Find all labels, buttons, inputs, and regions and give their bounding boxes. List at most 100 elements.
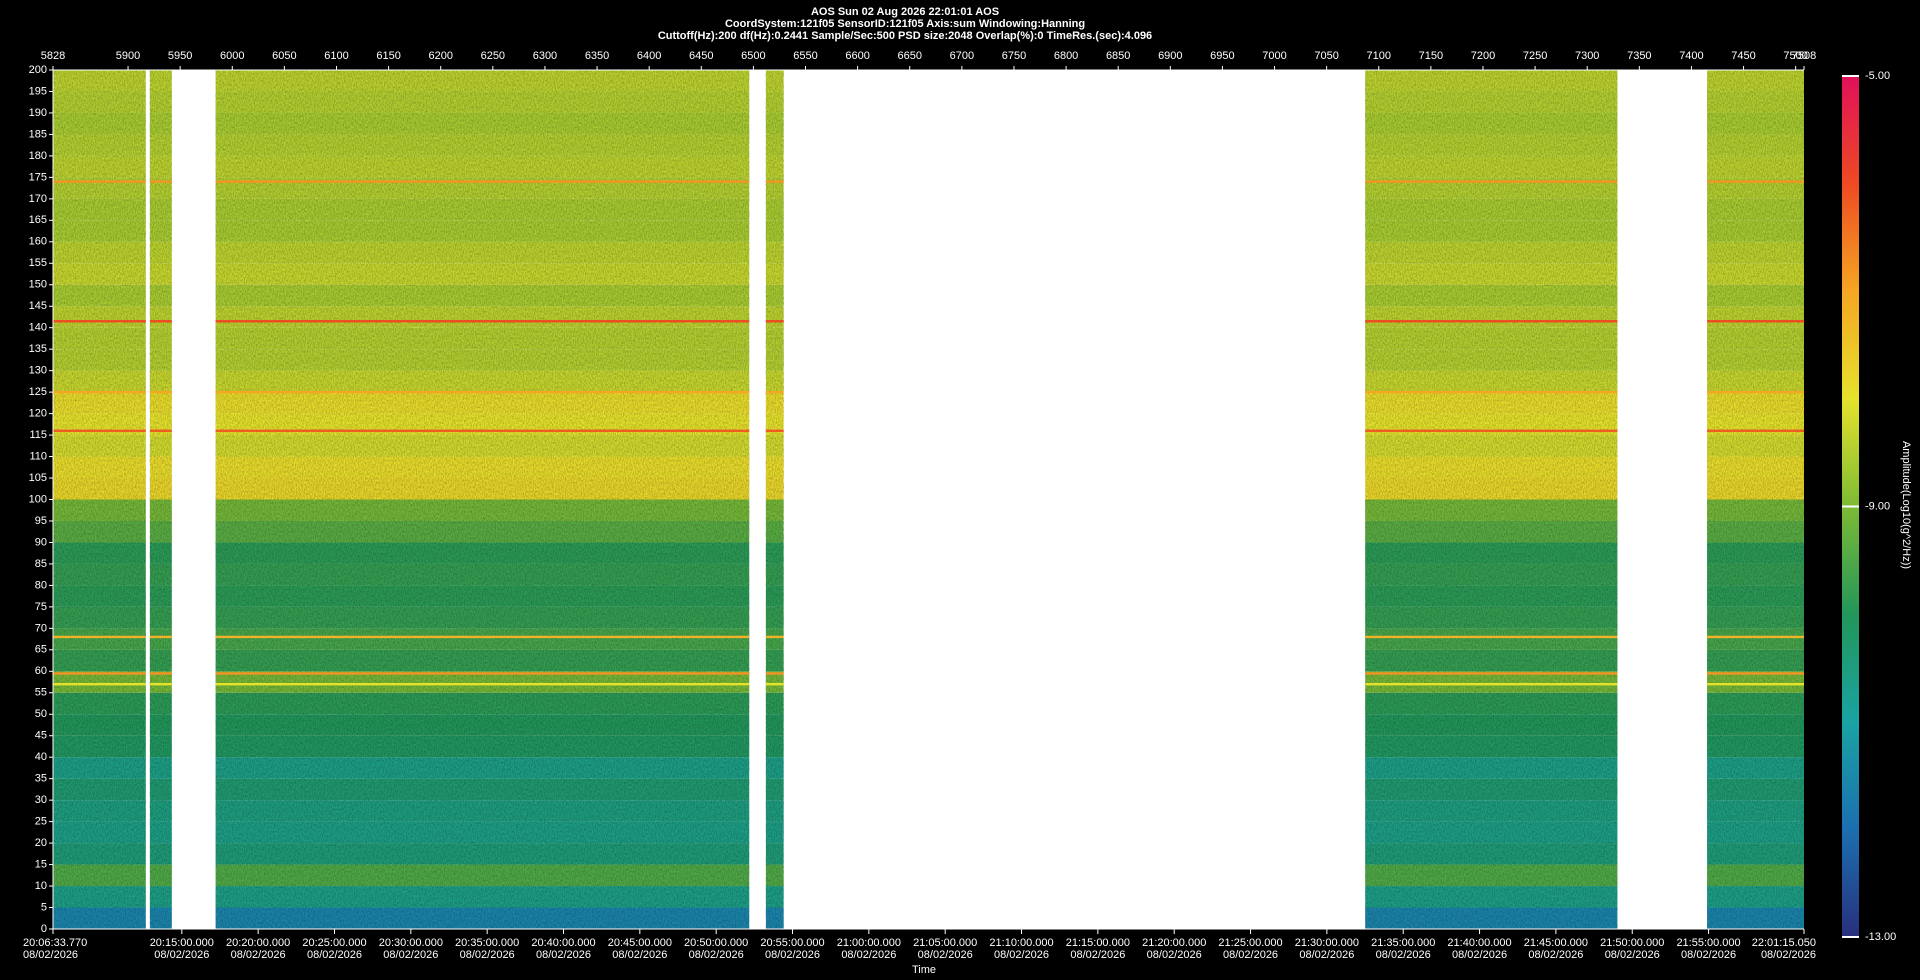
- y-tick-label: 150: [29, 279, 47, 291]
- x-axis-label: Time: [912, 964, 936, 976]
- x2-tick-date: 08/02/2026: [612, 949, 667, 961]
- x-tick-label: 6200: [428, 50, 452, 62]
- x2-tick-date: 08/02/2026: [307, 949, 362, 961]
- x2-tick-date: 08/02/2026: [154, 949, 209, 961]
- x-tick-label: 6500: [741, 50, 765, 62]
- tone-line: [1365, 682, 1618, 686]
- y-tick-label: 50: [35, 708, 47, 720]
- x-tick-label: 6050: [272, 50, 296, 62]
- y-tick-label: 195: [29, 85, 47, 97]
- x2-tick-date: 08/02/2026: [689, 949, 744, 961]
- x2-tick-label: 20:30:00.000: [379, 937, 443, 949]
- texture: [1707, 70, 1804, 929]
- x-tick-label: 7350: [1627, 50, 1651, 62]
- y-tick-label: 35: [35, 773, 47, 785]
- tone-line: [53, 682, 146, 686]
- x-tick-label: 5950: [168, 50, 192, 62]
- y-tick-label: 65: [35, 644, 47, 656]
- x2-tick-date: 08/02/2026: [1761, 949, 1816, 961]
- tone-line: [215, 180, 750, 183]
- x-tick-label: 6800: [1054, 50, 1078, 62]
- x2-tick-label: 21:00:00.000: [837, 937, 901, 949]
- x2-tick-date: 08/02/2026: [1528, 949, 1583, 961]
- x-tick-label: 6550: [793, 50, 817, 62]
- x-tick-label: 6100: [324, 50, 348, 62]
- tone-line: [1365, 635, 1618, 639]
- settings-line: Cuttoff(Hz):200 df(Hz):0.2441 Sample/Sec…: [658, 30, 1152, 42]
- x2-tick-date: 08/02/2026: [1299, 949, 1354, 961]
- x-tick-label: 7508: [1792, 50, 1816, 62]
- x-tick-label: 7050: [1314, 50, 1338, 62]
- x2-tick-label: 21:20:00.000: [1142, 937, 1206, 949]
- tone-line: [1365, 320, 1618, 323]
- tone-line: [765, 635, 784, 639]
- chart-title: AOS Sun 02 Aug 2026 22:01:01 AOS: [811, 6, 999, 18]
- y-tick-label: 185: [29, 128, 47, 140]
- tone-line: [1365, 429, 1618, 432]
- x2-tick-label: 20:35:00.000: [455, 937, 519, 949]
- y-tick-label: 180: [29, 150, 47, 162]
- x2-tick-date: 08/02/2026: [765, 949, 820, 961]
- colorbar-label: Amplitude(Log10(g^2/Hz)): [1900, 441, 1912, 569]
- x-tick-label: 7450: [1731, 50, 1755, 62]
- tone-line: [215, 429, 750, 432]
- tone-line: [1707, 180, 1804, 183]
- tone-line: [53, 320, 146, 323]
- tone-line: [149, 320, 172, 323]
- x2-tick-label: 21:10:00.000: [989, 937, 1053, 949]
- y-tick-label: 170: [29, 193, 47, 205]
- y-tick-label: 15: [35, 858, 47, 870]
- x2-tick-label: 21:45:00.000: [1524, 937, 1588, 949]
- tone-line: [765, 320, 784, 323]
- x2-tick-date: 08/02/2026: [383, 949, 438, 961]
- x2-tick-date: 08/02/2026: [1070, 949, 1125, 961]
- tone-line: [1707, 672, 1804, 675]
- y-tick-label: 60: [35, 665, 47, 677]
- x2-tick-label: 20:20:00.000: [226, 937, 290, 949]
- y-tick-label: 130: [29, 365, 47, 377]
- x-tick-label: 6250: [481, 50, 505, 62]
- x-tick-label: 7000: [1262, 50, 1286, 62]
- tone-line: [149, 429, 172, 432]
- x-tick-label: 5900: [116, 50, 140, 62]
- x-tick-label: 6400: [637, 50, 661, 62]
- texture: [1365, 70, 1618, 929]
- texture: [149, 70, 172, 929]
- y-tick-label: 10: [35, 880, 47, 892]
- x2-tick-date: 08/02/2026: [1223, 949, 1278, 961]
- tone-line: [1707, 635, 1804, 639]
- x2-tick-label: 21:50:00.000: [1600, 937, 1664, 949]
- texture: [765, 70, 784, 929]
- y-tick-label: 40: [35, 751, 47, 763]
- texture: [53, 70, 146, 929]
- x2-tick-date: 08/02/2026: [1376, 949, 1431, 961]
- tone-line: [53, 180, 146, 183]
- y-tick-label: 155: [29, 257, 47, 269]
- x-tick-label: 7200: [1471, 50, 1495, 62]
- x2-tick-label: 21:15:00.000: [1066, 937, 1130, 949]
- tone-line: [149, 672, 172, 675]
- x-tick-label: 6950: [1210, 50, 1234, 62]
- tone-line: [215, 390, 750, 394]
- x2-tick-label: 22:01:15.050: [1752, 937, 1816, 949]
- y-tick-label: 160: [29, 236, 47, 248]
- x-tick-label: 6700: [950, 50, 974, 62]
- y-tick-label: 100: [29, 493, 47, 505]
- x-tick-label: 6600: [845, 50, 869, 62]
- x-tick-label: 7250: [1523, 50, 1547, 62]
- y-tick-label: 25: [35, 816, 47, 828]
- y-tick-label: 135: [29, 343, 47, 355]
- tone-line: [1365, 180, 1618, 183]
- tone-line: [53, 390, 146, 394]
- y-tick-label: 80: [35, 579, 47, 591]
- x-tick-label: 6000: [220, 50, 244, 62]
- tone-line: [149, 635, 172, 639]
- x2-tick-label: 20:40:00.000: [531, 937, 595, 949]
- tone-line: [1707, 429, 1804, 432]
- y-tick-label: 30: [35, 794, 47, 806]
- x2-tick-label: 20:25:00.000: [302, 937, 366, 949]
- tone-line: [215, 682, 750, 686]
- tone-line: [215, 635, 750, 639]
- x2-tick-date: 08/02/2026: [460, 949, 515, 961]
